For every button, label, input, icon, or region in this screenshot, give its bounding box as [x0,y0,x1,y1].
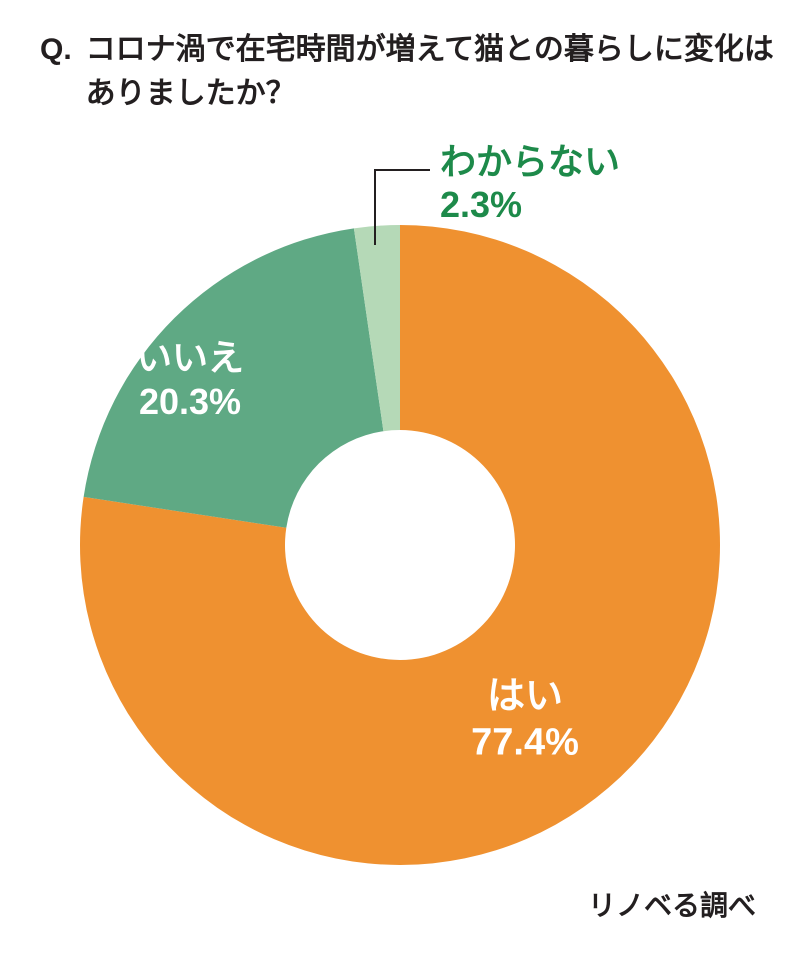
segment-name-no: いいえ [136,336,244,380]
credit-text: リノベる調べ [588,884,756,924]
segment-pct-yes: 77.4% [471,720,579,766]
donut-slices [80,225,720,865]
segment-pct-no: 20.3% [136,380,244,424]
donut-svg [0,0,800,958]
segment-name-dontknow: わからない [440,140,620,183]
donut-chart: はい 77.4% いいえ 20.3% わからない 2.3% [0,0,800,958]
segment-pct-dontknow: 2.3% [440,183,620,226]
segment-name-yes: はい [471,674,579,720]
chart-container: Q. コロナ渦で在宅時間が増えて猫との暮らしに変化は ありましたか？ はい 77… [0,0,800,958]
segment-label-yes: はい 77.4% [471,674,579,767]
segment-label-no: いいえ 20.3% [136,336,244,424]
segment-label-dontknow: わからない 2.3% [440,140,620,226]
